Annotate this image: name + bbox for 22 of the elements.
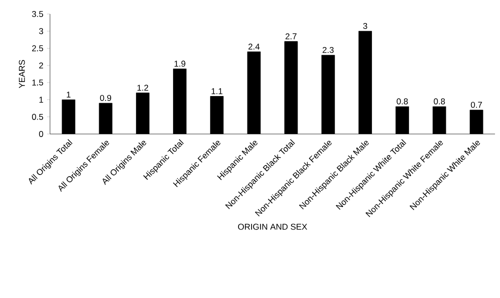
data-label: 3: [363, 22, 368, 29]
y-tick-label: 2.5: [32, 45, 44, 52]
y-tick-label: 3.5: [32, 11, 44, 17]
data-label: 2.4: [248, 44, 260, 50]
y-tick-label: 1: [39, 96, 44, 103]
data-label: 1.2: [137, 84, 148, 91]
data-label: 1: [66, 92, 70, 98]
data-label: 0.9: [100, 94, 112, 101]
data-label: 0.8: [434, 98, 445, 104]
x-axis-title: ORIGIN AND SEX: [238, 224, 308, 230]
data-label: 0.7: [470, 102, 482, 108]
y-tick-label: 0.5: [32, 114, 44, 120]
data-label: 2.3: [322, 46, 334, 53]
data-label: 2.7: [286, 33, 296, 40]
y-tick-label: 3: [39, 28, 44, 34]
y-tick-label: 2: [39, 62, 44, 68]
data-label: 1.9: [174, 60, 186, 67]
y-axis-title: YEARS: [18, 60, 25, 88]
data-label: 1.1: [212, 88, 222, 94]
y-tick-label: 1.5: [32, 80, 44, 86]
data-label: 0.8: [396, 98, 408, 104]
y-tick-label: 0: [39, 131, 44, 137]
